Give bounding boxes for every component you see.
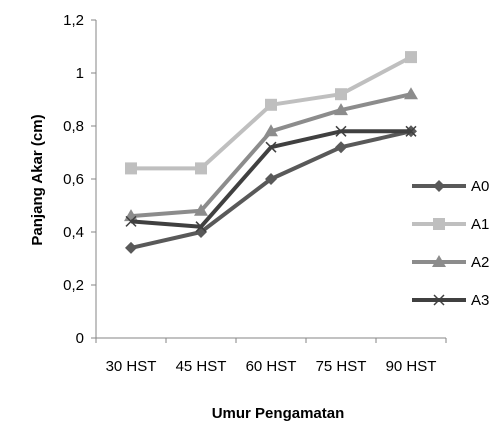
data-point: [125, 241, 137, 254]
data-point: [334, 103, 348, 116]
series-line: [130, 92, 412, 219]
legend-label: A3: [471, 292, 489, 309]
x-axis-ticks: 30 HST 45 HST 60 HST 75 HST 90 HST: [95, 338, 447, 375]
legend-marker: [433, 218, 445, 230]
legend-marker: [432, 255, 446, 267]
series-a1: [125, 51, 417, 175]
legend: A0 A1 A2 A3: [412, 178, 489, 309]
y-tick-label: 0,8: [63, 118, 84, 135]
legend-label: A1: [471, 216, 489, 233]
y-tick-label: 0,6: [63, 171, 84, 188]
data-series: [124, 51, 418, 254]
data-point: [195, 162, 207, 175]
legend-item-a1: A1: [412, 216, 489, 233]
data-point: [265, 141, 277, 153]
x-tick-label: 60 HST: [246, 358, 297, 375]
legend-marker: [433, 294, 445, 306]
y-tick-label: 1: [76, 65, 84, 82]
x-axis-title: Umur Pengamatan: [212, 405, 345, 422]
x-tick-label: 45 HST: [176, 358, 227, 375]
data-point: [194, 203, 208, 216]
y-tick-label: 0,2: [63, 277, 84, 294]
data-point: [405, 51, 417, 64]
y-axis-title: Panjang Akar (cm): [29, 114, 46, 245]
data-point: [335, 141, 347, 154]
x-tick-label: 75 HST: [316, 358, 367, 375]
legend-marker: [433, 180, 445, 192]
x-tick-label: 90 HST: [386, 358, 437, 375]
data-point: [125, 215, 137, 227]
x-tick-label: 30 HST: [106, 358, 157, 375]
legend-label: A2: [471, 254, 489, 271]
data-point: [265, 173, 277, 185]
series-a0: [125, 125, 417, 254]
data-point: [335, 125, 347, 137]
data-point: [264, 124, 278, 137]
series-line: [131, 55, 412, 171]
y-tick-label: 0,4: [63, 224, 84, 241]
y-tick-label: 0: [76, 330, 84, 347]
y-tick-label: 1,2: [63, 12, 84, 29]
legend-label: A0: [471, 178, 489, 195]
data-point: [265, 98, 277, 111]
series-a3: [125, 125, 417, 233]
data-point: [335, 88, 347, 101]
data-point: [195, 221, 207, 233]
legend-item-a3: A3: [412, 292, 489, 309]
legend-item-a2: A2: [412, 254, 489, 271]
data-point: [405, 125, 417, 137]
y-axis-ticks: 0 0,2 0,4 0,6 0,8 1 1,2: [63, 12, 96, 347]
data-point: [404, 87, 418, 100]
data-point: [125, 162, 137, 175]
legend-item-a0: A0: [412, 178, 489, 195]
